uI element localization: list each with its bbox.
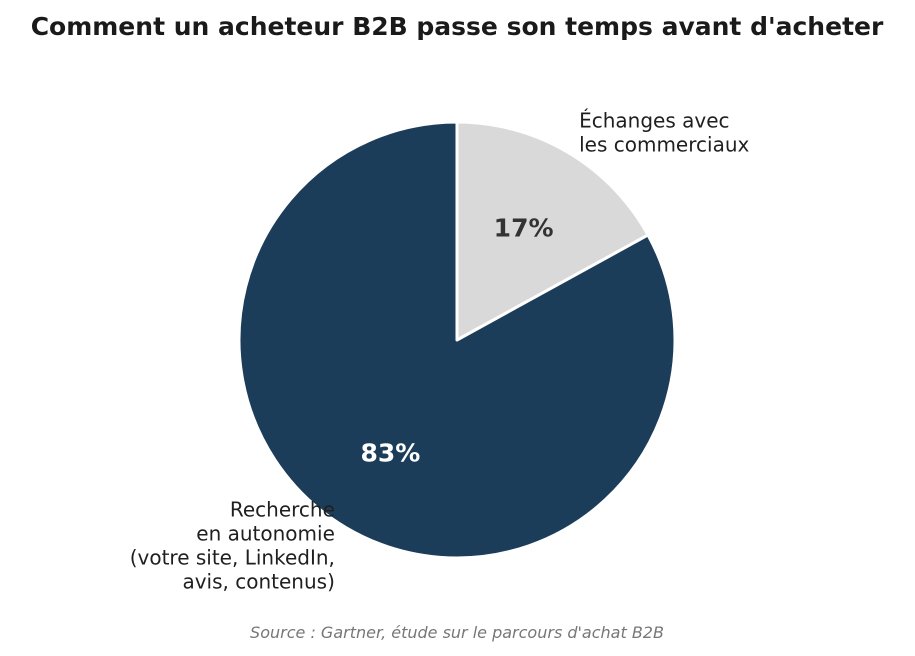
slice-category-label-line: avis, contenus)	[182, 569, 334, 593]
pie-labels: 17% Échanges avec les commerciaux 83% Recher…	[130, 109, 750, 594]
slice-percent-label-1: 83%	[360, 439, 420, 468]
chart-title: Comment un acheteur B2B passe son temps …	[31, 12, 884, 41]
slice-category-label-line: en autonomie	[196, 521, 335, 545]
slice-category-label-0: Échanges avec les commerciaux	[579, 109, 749, 157]
slice-percent-label-0: 17%	[494, 213, 554, 242]
pie-slice-1	[237, 120, 677, 560]
slice-category-label-line: Recherche	[230, 497, 335, 521]
source-note: Source : Gartner, étude sur le parcours …	[250, 623, 664, 642]
slice-category-label-line: (votre site, LinkedIn,	[130, 545, 335, 569]
slice-category-label-line: Échanges avec	[579, 109, 729, 133]
pie-slices	[237, 120, 677, 560]
pie-slice-0	[455, 120, 650, 342]
slice-category-label-line: les commerciaux	[579, 133, 749, 157]
slice-category-label-1: Recherche en autonomie (votre site, Linked…	[130, 497, 335, 593]
